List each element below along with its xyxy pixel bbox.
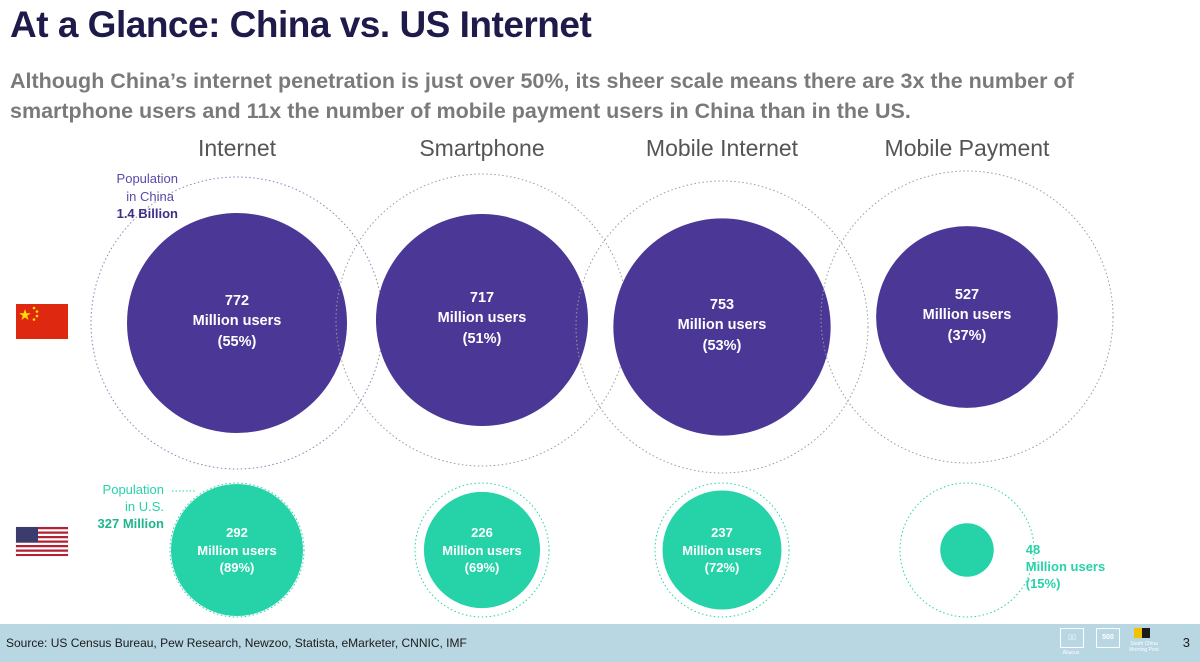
us-bubble bbox=[940, 523, 994, 577]
us-unit-label: Million users bbox=[442, 543, 521, 558]
china-value-label: 527 bbox=[955, 287, 979, 303]
us-unit-label: Million users bbox=[682, 543, 761, 558]
us-bubble bbox=[423, 491, 541, 609]
china-percent-label: (37%) bbox=[948, 328, 987, 344]
category-label: Mobile Payment bbox=[885, 135, 1051, 161]
us-percent-label: (72%) bbox=[705, 560, 740, 575]
china-population-label: in China bbox=[126, 189, 174, 204]
category-label: Internet bbox=[198, 135, 277, 161]
china-percent-label: (53%) bbox=[703, 338, 742, 354]
scmp-logo bbox=[1134, 628, 1150, 638]
china-percent-label: (51%) bbox=[463, 331, 502, 347]
abacus-logo: ▯▯ bbox=[1060, 628, 1084, 648]
us-percent-label: (69%) bbox=[465, 560, 500, 575]
footer-bar: Source: US Census Bureau, Pew Research, … bbox=[0, 624, 1200, 662]
category-label: Smartphone bbox=[419, 135, 544, 161]
scmp-logo-text: South China Morning Post bbox=[1129, 641, 1159, 653]
us-flag-icon bbox=[15, 526, 69, 557]
china-bubble bbox=[613, 218, 831, 436]
china-flag-icon bbox=[16, 304, 68, 339]
china-population-ring bbox=[575, 180, 869, 474]
china-unit-label: Million users bbox=[678, 317, 767, 333]
source-note: Source: US Census Bureau, Pew Research, … bbox=[6, 636, 467, 650]
china-value-label: 753 bbox=[710, 297, 734, 313]
us-value-label: 226 bbox=[471, 525, 493, 540]
china-bubble bbox=[375, 213, 589, 427]
us-value-label: 237 bbox=[711, 525, 733, 540]
page-number: 3 bbox=[1182, 635, 1190, 650]
china-unit-label: Million users bbox=[923, 307, 1012, 323]
category-label: Mobile Internet bbox=[646, 135, 799, 161]
china-bubble bbox=[127, 213, 347, 433]
page-title: At a Glance: China vs. US Internet bbox=[10, 4, 592, 45]
us-population-ring bbox=[899, 482, 1035, 618]
china-population-value: 1.4 Billion bbox=[117, 206, 178, 221]
five-hundred-logo: 500 bbox=[1096, 628, 1120, 648]
us-percent-label: (15%) bbox=[1026, 576, 1061, 591]
china-unit-label: Million users bbox=[438, 310, 527, 326]
us-unit-label: Million users bbox=[1026, 559, 1105, 574]
page-subtitle: Although China’s internet penetration is… bbox=[10, 69, 1074, 123]
us-population-ring bbox=[169, 482, 305, 618]
china-value-label: 772 bbox=[225, 293, 249, 309]
bubble-chart: Internet 772 Million users (55%) 292 Million … bbox=[15, 135, 1114, 618]
us-value-label: 292 bbox=[226, 525, 248, 540]
china-percent-label: (55%) bbox=[218, 334, 257, 350]
us-bubble bbox=[171, 484, 303, 616]
us-percent-label: (89%) bbox=[220, 560, 255, 575]
us-population-ring bbox=[654, 482, 790, 618]
china-population-label: Population bbox=[117, 171, 178, 186]
us-population-value: 327 Million bbox=[98, 516, 165, 531]
china-bubble bbox=[876, 226, 1058, 408]
us-population-label: Population bbox=[103, 482, 164, 497]
china-unit-label: Million users bbox=[193, 313, 282, 329]
us-value-label: 48 bbox=[1026, 542, 1040, 557]
abacus-logo-text: Abacus bbox=[1062, 650, 1080, 656]
us-unit-label: Million users bbox=[197, 543, 276, 558]
us-population-label: in U.S. bbox=[125, 499, 164, 514]
china-value-label: 717 bbox=[470, 290, 494, 306]
china-population-ring bbox=[820, 170, 1114, 464]
us-bubble bbox=[662, 490, 782, 610]
us-population-ring bbox=[414, 482, 550, 618]
